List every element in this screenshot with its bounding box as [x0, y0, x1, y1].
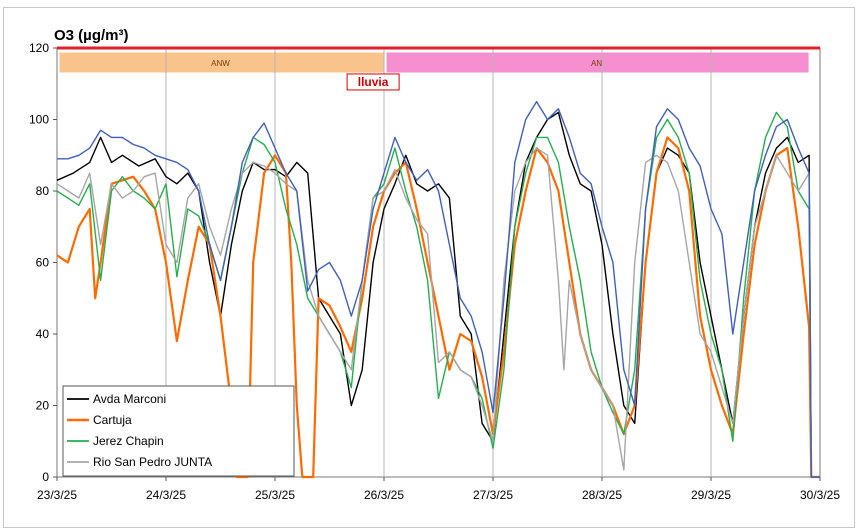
legend-box: [62, 385, 295, 477]
y-axis: 0 20 40 60 80 100 120: [29, 41, 57, 484]
x-tick-label-3: 26/3/25: [364, 488, 404, 502]
series-line-3: [56, 147, 820, 478]
legend-label-2: Jerez Chapin: [93, 434, 164, 448]
band-label-1: AN: [591, 59, 602, 68]
series-line-1: [56, 136, 820, 479]
y-tick-label-0: 0: [42, 470, 49, 484]
series-line-0: [56, 111, 820, 478]
legend: Avda Marconi Cartuja Jerez Chapin Rio San P…: [62, 385, 295, 477]
chart-title: O3 (µg/m³): [54, 27, 128, 44]
legend-label-0: Avda Marconi: [93, 392, 166, 406]
x-tick-label-2: 25/3/25: [255, 488, 295, 502]
x-tick-label-5: 28/3/25: [582, 488, 622, 502]
legend-label-3: Rio San Pedro JUNTA: [93, 455, 212, 469]
y-tick-label-3: 60: [36, 256, 50, 270]
y-tick-label-5: 100: [29, 113, 49, 127]
band-1: [385, 51, 810, 74]
series-lines: [56, 100, 820, 479]
y-tick-label-2: 40: [36, 327, 50, 341]
y-tick-label-6: 120: [29, 41, 49, 55]
series-line-4: [57, 100, 820, 478]
annotation-text: lluvia: [358, 75, 389, 89]
y-tick-label-1: 20: [36, 399, 50, 413]
series-line-2: [56, 111, 820, 478]
annotation-box: [346, 73, 400, 91]
band-label-0: ANW: [211, 59, 230, 68]
x-tick-label-0: 23/3/25: [37, 488, 77, 502]
weather-bands: ANW AN: [58, 51, 810, 74]
x-tick-label-7: 30/3/25: [800, 488, 840, 502]
rain-annotation: lluvia: [346, 73, 400, 91]
x-axis: 23/3/25 24/3/25 25/3/25 26/3/25 27/3/25 28/3/…: [37, 477, 840, 502]
x-tick-label-4: 27/3/25: [473, 488, 513, 502]
x-tick-label-1: 24/3/25: [146, 488, 186, 502]
ozone-line-chart: O3 (µg/m³) ANW AN lluvia 020406080100120 …: [29, 27, 840, 502]
legend-label-1: Cartuja: [93, 413, 132, 427]
chart-frame: O3 (µg/m³) ANW AN lluvia 0 20 40 60 80 100 120 …: [3, 7, 855, 528]
x-tick-label-6: 29/3/25: [691, 488, 731, 502]
y-tick-label-4: 80: [36, 184, 50, 198]
